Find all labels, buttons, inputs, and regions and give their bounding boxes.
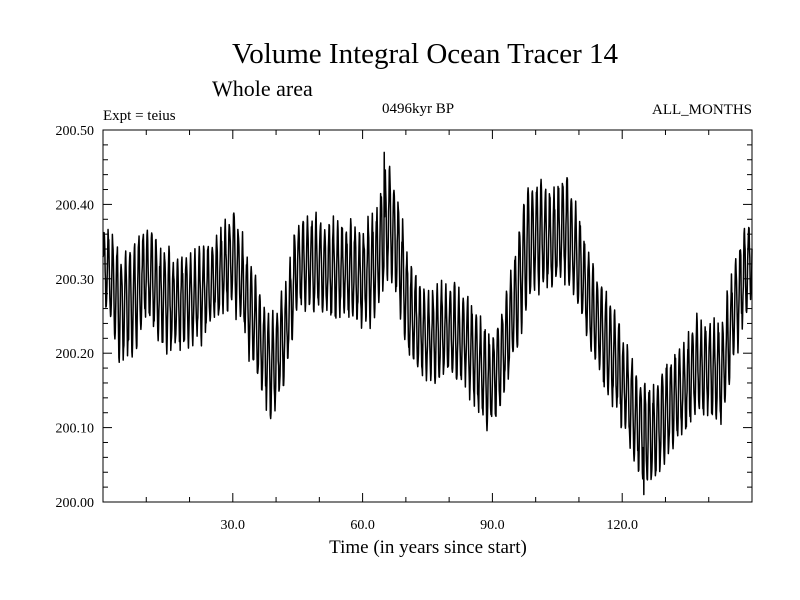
x-tick-label: 120.0 — [606, 518, 638, 533]
x-axis-label: Time (in years since start) — [329, 537, 527, 558]
chart-subtitle: Whole area — [212, 76, 313, 101]
y-tick-label: 200.10 — [56, 422, 95, 437]
chart-title: Volume Integral Ocean Tracer 14 — [232, 38, 619, 70]
plot-frame — [102, 129, 753, 503]
y-axis-ticks: 200.00 200.10 200.20 200.30 200.40 200.50 — [56, 124, 752, 511]
x-tick-label: 60.0 — [350, 518, 375, 533]
series-line — [102, 151, 753, 496]
months-label: ALL_MONTHS — [652, 102, 752, 118]
y-tick-label: 200.20 — [56, 347, 95, 362]
y-tick-label: 200.00 — [56, 496, 95, 511]
y-tick-label: 200.50 — [56, 124, 95, 139]
period-label: 0496kyr BP — [382, 101, 454, 117]
x-tick-label: 90.0 — [480, 518, 505, 533]
y-tick-label: 200.30 — [56, 273, 95, 288]
x-axis-ticks: 30.0 60.0 90.0 120.0 — [145, 130, 710, 533]
experiment-label: Expt = teius — [103, 108, 176, 124]
y-tick-label: 200.40 — [56, 198, 95, 213]
x-tick-label: 30.0 — [221, 518, 246, 533]
